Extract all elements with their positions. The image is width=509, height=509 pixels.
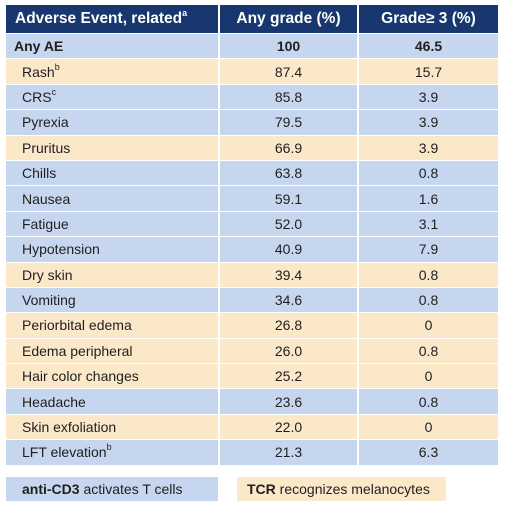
any-grade-value: 40.9 — [219, 236, 359, 263]
grade-3-value: 46.5 — [358, 32, 498, 59]
grade-3-value: 0.8 — [358, 337, 498, 364]
any-grade-value: 100 — [219, 32, 359, 59]
header-adverse-event: Adverse Event, relateda — [6, 5, 220, 34]
grade-3-value: 1.6 — [358, 185, 498, 212]
adverse-event-name: Headache — [6, 388, 220, 415]
table-row: Periorbital edema 26.8 0 — [6, 312, 498, 339]
adverse-event-name: Dry skin — [6, 261, 220, 288]
any-grade-value: 63.8 — [219, 159, 359, 186]
adverse-event-name: Chills — [6, 159, 220, 186]
adverse-event-name: Hypotension — [6, 236, 220, 263]
grade-3-value: 3.9 — [358, 83, 498, 110]
footnote-marker: b — [106, 442, 112, 453]
adverse-event-name: Periorbital edema — [6, 312, 220, 339]
table-header-row: Adverse Event, relateda Any grade (%) Gr… — [6, 5, 498, 34]
adverse-event-name: Pyrexia — [6, 109, 220, 136]
header-grade-3: Grade≥ 3 (%) — [358, 5, 498, 34]
footnote-marker: b — [54, 61, 60, 72]
table-row: Skin exfoliation 22.0 0 — [6, 413, 498, 440]
any-grade-value: 39.4 — [219, 261, 359, 288]
any-grade-value: 79.5 — [219, 109, 359, 136]
any-grade-value: 26.8 — [219, 312, 359, 339]
table-row: Pruritus 66.9 3.9 — [6, 134, 498, 161]
adverse-event-table: Adverse Event, relateda Any grade (%) Gr… — [6, 5, 498, 465]
grade-3-value: 0.8 — [358, 261, 498, 288]
any-grade-value: 21.3 — [219, 439, 359, 465]
grade-3-value: 0.8 — [358, 286, 498, 313]
adverse-event-name: Vomiting — [6, 286, 220, 313]
any-grade-value: 85.8 — [219, 83, 359, 110]
adverse-event-name: Any AE — [6, 32, 220, 59]
any-grade-value: 52.0 — [219, 210, 359, 237]
any-grade-value: 59.1 — [219, 185, 359, 212]
footnote-marker: c — [51, 86, 57, 97]
any-grade-value: 22.0 — [219, 413, 359, 440]
table-row: Fatigue 52.0 3.1 — [6, 210, 498, 237]
any-grade-value: 87.4 — [219, 58, 359, 85]
table-row: CRSc 85.8 3.9 — [6, 83, 498, 110]
table-row: Hair color changes 25.2 0 — [6, 363, 498, 389]
grade-3-value: 6.3 — [358, 439, 498, 465]
grade-3-value: 0 — [358, 413, 498, 440]
adverse-event-name: Skin exfoliation — [6, 413, 220, 440]
grade-3-value: 15.7 — [358, 58, 498, 85]
table-row: Rashb 87.4 15.7 — [6, 58, 498, 85]
grade-3-value: 3.9 — [358, 109, 498, 136]
legend-tcr: TCR recognizes melanocytes — [237, 477, 446, 501]
adverse-event-name: Hair color changes — [6, 363, 220, 389]
any-grade-value: 26.0 — [219, 337, 359, 364]
adverse-event-name: Fatigue — [6, 210, 220, 237]
table-row: Hypotension 40.9 7.9 — [6, 236, 498, 263]
table-row: Edema peripheral 26.0 0.8 — [6, 337, 498, 364]
table-row: LFT elevationb 21.3 6.3 — [6, 439, 498, 465]
header-any-grade: Any grade (%) — [219, 5, 359, 34]
table-row: Nausea 59.1 1.6 — [6, 185, 498, 212]
adverse-event-name: Nausea — [6, 185, 220, 212]
adverse-event-name: Pruritus — [6, 134, 220, 161]
adverse-event-name: CRSc — [6, 83, 220, 110]
any-grade-value: 25.2 — [219, 363, 359, 389]
grade-3-value: 0.8 — [358, 159, 498, 186]
adverse-event-name: Edema peripheral — [6, 337, 220, 364]
grade-3-value: 0 — [358, 312, 498, 339]
any-grade-value: 23.6 — [219, 388, 359, 415]
table-row: Any AE 100 46.5 — [6, 32, 498, 59]
legend-anti-cd3: anti-CD3 activates T cells — [6, 477, 218, 501]
table-row: Dry skin 39.4 0.8 — [6, 261, 498, 288]
table-row: Pyrexia 79.5 3.9 — [6, 109, 498, 136]
grade-3-value: 0.8 — [358, 388, 498, 415]
grade-3-value: 7.9 — [358, 236, 498, 263]
grade-3-value: 0 — [358, 363, 498, 389]
adverse-event-name: Rashb — [6, 58, 220, 85]
adverse-event-name: LFT elevationb — [6, 439, 220, 465]
grade-3-value: 3.9 — [358, 134, 498, 161]
any-grade-value: 34.6 — [219, 286, 359, 313]
any-grade-value: 66.9 — [219, 134, 359, 161]
table-body: Any AE 100 46.5 Rashb 87.4 15.7 CRSc 85.8 3.9 Pyr… — [6, 32, 498, 465]
grade-3-value: 3.1 — [358, 210, 498, 237]
table-row: Chills 63.8 0.8 — [6, 159, 498, 186]
table-row: Headache 23.6 0.8 — [6, 388, 498, 415]
table-row: Vomiting 34.6 0.8 — [6, 286, 498, 313]
